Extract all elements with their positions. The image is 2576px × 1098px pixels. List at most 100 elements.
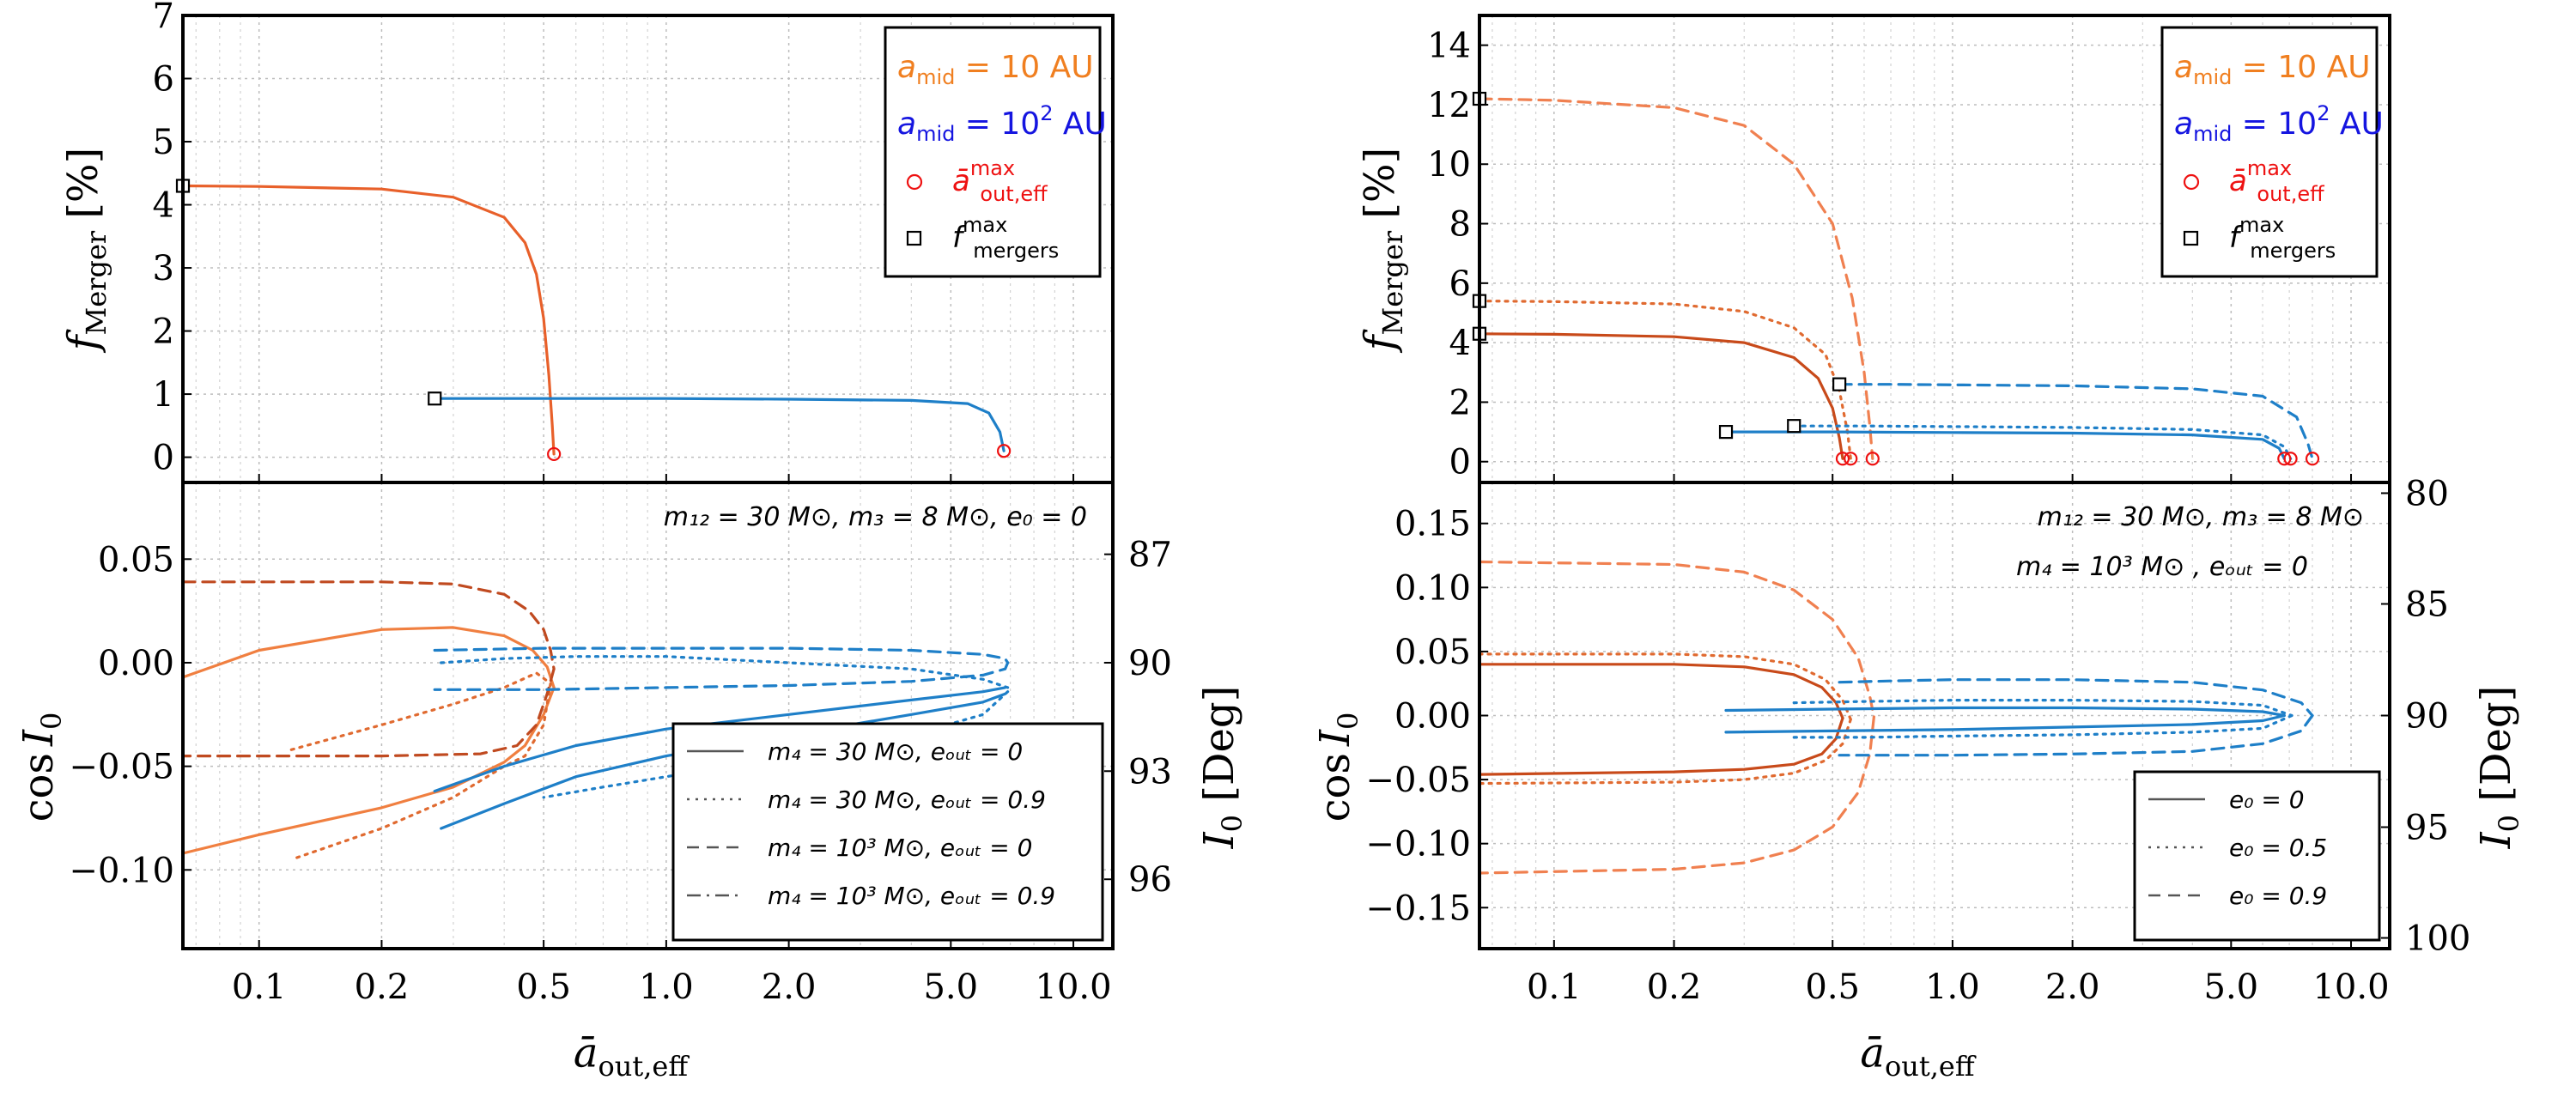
y-tick-label: 0.10 <box>1394 568 1471 608</box>
panel-left-bottom-axes: 0.05 0.00 −0.05 −0.10 0.1 0.2 0.5 1.0 2.0 5.0 10.0… <box>15 481 1249 1083</box>
legend-rest: = 10 AU <box>955 50 1093 85</box>
legend-rest-2: AU <box>1053 106 1106 142</box>
legend-entry: m₄ = 30 M⊙, eₒᵤₜ = 0 <box>768 737 1023 766</box>
y-label-cos: cos <box>1311 753 1359 822</box>
y-tick-label: 1 <box>153 375 174 415</box>
series-line-9 <box>1792 698 2293 718</box>
right-tick-label: 90 <box>1128 644 1172 683</box>
max-aout-marker <box>1844 452 1858 466</box>
legend-sup: max <box>2247 156 2292 180</box>
y-tick-label: 0.00 <box>98 644 174 683</box>
x-tick-label: 0.1 <box>1527 968 1582 1007</box>
legend-sup: max <box>2239 213 2284 237</box>
legend-sub: out,eff <box>2257 182 2324 206</box>
parameter-annotation: m₁₂ = 30 M⊙, m₃ = 8 M⊙ <box>2038 502 2364 532</box>
legend-box <box>671 722 1104 942</box>
legend-rest: = 10 <box>2232 106 2317 142</box>
x-axis-label: āout,eff <box>574 1029 690 1083</box>
y-axis-label: fMerger[%] <box>1356 148 1409 354</box>
y-tick-label: 2 <box>1449 383 1471 422</box>
panel-left-top-data <box>175 179 1012 462</box>
legend-sup: 2 <box>1040 101 1053 125</box>
x-tick-label: 10.0 <box>2312 968 2389 1007</box>
legend-sub: mid <box>916 65 955 89</box>
x-tick-label: 0.5 <box>516 968 571 1007</box>
y-tick-label: −0.10 <box>1365 825 1471 864</box>
y-label-var: I <box>15 729 63 747</box>
panel-right-top-data <box>1472 91 2320 466</box>
legend-entry: amid = 102 AU <box>897 101 1107 146</box>
max-aout-marker <box>2283 452 2298 466</box>
legend-sub: out,eff <box>980 182 1048 206</box>
legend-circle-marker <box>906 173 923 191</box>
series-line-5 <box>1478 560 1875 719</box>
y-label-var: I <box>2472 831 2520 849</box>
legend-entry: amid = 102 AU <box>2174 101 2384 146</box>
y-tick-label: 12 <box>1427 86 1471 125</box>
legend-sub: mid <box>916 122 955 146</box>
max-fmerger-marker <box>1787 419 1801 434</box>
legend-entry: m₄ = 10³ M⊙, eₒᵤₜ = 0 <box>768 834 1032 862</box>
max-aout-marker <box>1865 452 1880 466</box>
series-line-11 <box>1838 678 2314 718</box>
legend-entry: e₀ = 0.5 <box>2229 834 2327 862</box>
legend-var: a <box>897 50 916 85</box>
y-label-sub: 0 <box>1332 713 1364 730</box>
series-line-6 <box>1838 383 2314 460</box>
series-line-4 <box>289 682 552 861</box>
y-tick-label: −0.05 <box>1365 761 1471 800</box>
legend-rest-2: AU <box>2330 106 2383 142</box>
panel-right-bottom-grid <box>1479 482 2390 949</box>
max-aout-marker <box>997 444 1012 458</box>
series-line-6 <box>181 667 556 758</box>
plot-frame <box>181 481 1115 950</box>
legend-sub: mergers <box>2250 239 2336 263</box>
x-axis-label: āout,eff <box>1860 1029 1976 1083</box>
y-axis-label: fMerger[%] <box>59 148 112 354</box>
legend-entry: e₀ = 0 <box>2229 786 2305 814</box>
series-line-8 <box>1724 713 2286 734</box>
y-axis-label-deg: I0 [Deg] <box>1195 686 1249 850</box>
series-line-6 <box>1478 715 1875 875</box>
y-tick-label: −0.05 <box>69 748 174 787</box>
panel-right-bottom-legend: e₀ = 0 e₀ = 0.5 e₀ = 0.9 <box>2133 770 2381 942</box>
parameter-annotation: m₁₂ = 30 M⊙, m₃ = 8 M⊙, e₀ = 0 <box>664 502 1087 532</box>
legend-var: ā <box>952 164 970 198</box>
y-label-var: I <box>1311 729 1359 747</box>
x-tick-label: 5.0 <box>923 968 978 1007</box>
series-line-2 <box>181 686 556 855</box>
series-line-4 <box>1478 718 1852 786</box>
y-tick-label: 6 <box>1449 264 1471 304</box>
series-line-9 <box>433 686 1007 793</box>
y-tick-label: 8 <box>1449 205 1471 245</box>
series-line-3 <box>1478 97 1874 460</box>
series-line-2 <box>1478 300 1852 460</box>
legend-sup: max <box>963 213 1007 237</box>
y-tick-label: 10 <box>1427 145 1471 185</box>
panel-left-bottom-legend: m₄ = 30 M⊙, eₒᵤₜ = 0 m₄ = 30 M⊙, eₒᵤₜ = 0… <box>671 722 1104 942</box>
y-label-unit: [%] <box>1356 148 1404 219</box>
max-aout-marker <box>2305 452 2320 466</box>
series-line-5 <box>1792 424 2293 460</box>
y-tick-label: 3 <box>153 249 174 288</box>
x-label-sub: out,eff <box>598 1050 690 1083</box>
series-line-1 <box>181 626 556 689</box>
x-label-var: ā <box>1860 1029 1885 1077</box>
y-label-cos: cos <box>15 753 63 822</box>
series-line-10 <box>1792 713 2293 739</box>
panel-right-bottom-data <box>1478 560 2314 875</box>
max-aout-marker <box>1835 452 1850 466</box>
y-tick-label: 0 <box>153 439 174 478</box>
legend-rest: = 10 <box>955 106 1040 142</box>
series-line-2 <box>1478 716 1844 776</box>
max-fmerger-marker <box>1718 424 1734 440</box>
y-tick-label: 0.00 <box>1394 697 1471 737</box>
series-line-4 <box>1724 430 2286 460</box>
y-tick-label: −0.15 <box>1365 889 1471 928</box>
x-tick-label: 0.2 <box>355 968 410 1007</box>
y-tick-label: 2 <box>153 312 174 352</box>
right-tick-label: 87 <box>1128 536 1172 575</box>
y-tick-label: 14 <box>1427 27 1471 66</box>
